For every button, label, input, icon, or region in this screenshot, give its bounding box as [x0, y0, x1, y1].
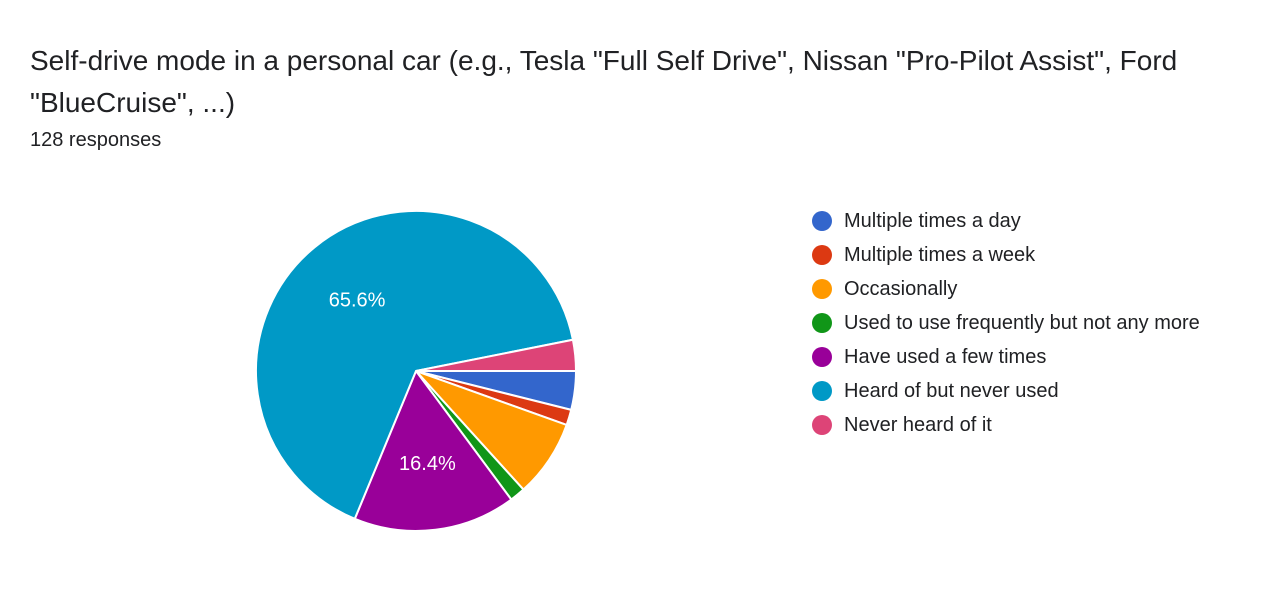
legend-label: Heard of but never used: [844, 379, 1059, 402]
pie-slice-never-heard-of-it: [415, 338, 578, 372]
legend-swatch: [812, 313, 832, 333]
legend-item: Used to use frequently but not any more: [812, 306, 1200, 340]
legend-swatch: [812, 245, 832, 265]
legend-item: Multiple times a day: [812, 204, 1200, 238]
chart-title: Self-drive mode in a personal car (e.g.,…: [30, 45, 1178, 118]
legend-label: Occasionally: [844, 277, 958, 300]
legend-label: Multiple times a day: [844, 209, 1021, 232]
slice-percent-label: 16.4%: [399, 453, 456, 475]
legend-item: Heard of but never used: [812, 374, 1200, 408]
legend-swatch: [812, 415, 832, 435]
pie-slice-have-used-a-few-times: [353, 370, 513, 532]
legend-item: Have used a few times: [812, 340, 1200, 374]
slice-percent-label: 65.6%: [329, 289, 386, 311]
legend-swatch: [812, 211, 832, 231]
pie-slice-heard-of-but-never-used: [255, 210, 574, 520]
legend-swatch: [812, 381, 832, 401]
legend-item: Never heard of it: [812, 408, 1200, 442]
response-count: 128 responses: [30, 129, 162, 151]
legend-label: Never heard of it: [844, 413, 992, 436]
legend-swatch: [812, 279, 832, 299]
legend-item: Multiple times a week: [812, 238, 1200, 272]
chart-legend: Multiple times a day Multiple times a wee…: [812, 204, 1200, 442]
legend-label: Multiple times a week: [844, 243, 1036, 266]
legend-label: Have used a few times: [844, 345, 1047, 368]
legend-swatch: [812, 347, 832, 367]
legend-item: Occasionally: [812, 272, 1200, 306]
legend-label: Used to use frequently but not any more: [844, 311, 1200, 334]
